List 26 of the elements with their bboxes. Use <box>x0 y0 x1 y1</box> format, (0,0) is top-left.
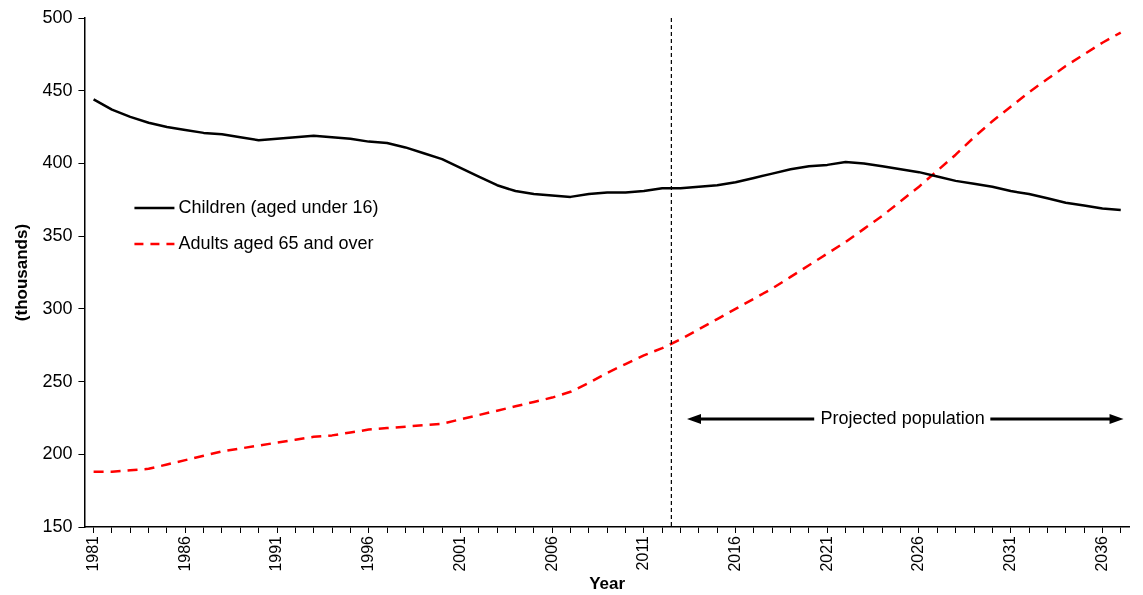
y-tick-label: 400 <box>42 152 73 173</box>
x-axis-title: Year <box>589 574 626 594</box>
y-axis-title: (thousands) <box>11 223 31 322</box>
legend-label: Children (aged under 16) <box>178 196 379 217</box>
x-tick-label: 2001 <box>450 535 468 572</box>
x-tick-label: 2011 <box>634 535 652 571</box>
x-tick-label: 1991 <box>267 535 285 572</box>
x-tick-label: 1986 <box>175 535 193 572</box>
y-tick-label: 200 <box>42 443 73 464</box>
annotation: Projected population <box>820 408 985 429</box>
x-tick-label: 1981 <box>84 535 102 572</box>
x-tick-label: 2006 <box>542 535 560 572</box>
y-tick-label: 250 <box>42 370 73 391</box>
y-tick-label: 500 <box>42 6 73 27</box>
legend-label: Adults aged 65 and over <box>178 232 374 253</box>
y-tick-label: 300 <box>42 297 73 318</box>
x-tick-label: 1996 <box>359 535 377 572</box>
x-tick-label: 2031 <box>1001 535 1019 572</box>
x-tick-label: 2026 <box>909 535 927 572</box>
x-tick-label: 2021 <box>817 535 835 572</box>
y-tick-label: 350 <box>42 225 73 246</box>
x-tick-label: 2016 <box>725 535 743 572</box>
x-tick-label: 2036 <box>1092 535 1110 572</box>
y-tick-label: 150 <box>42 515 73 536</box>
line-series <box>92 31 1122 473</box>
y-tick-label: 450 <box>42 79 73 100</box>
